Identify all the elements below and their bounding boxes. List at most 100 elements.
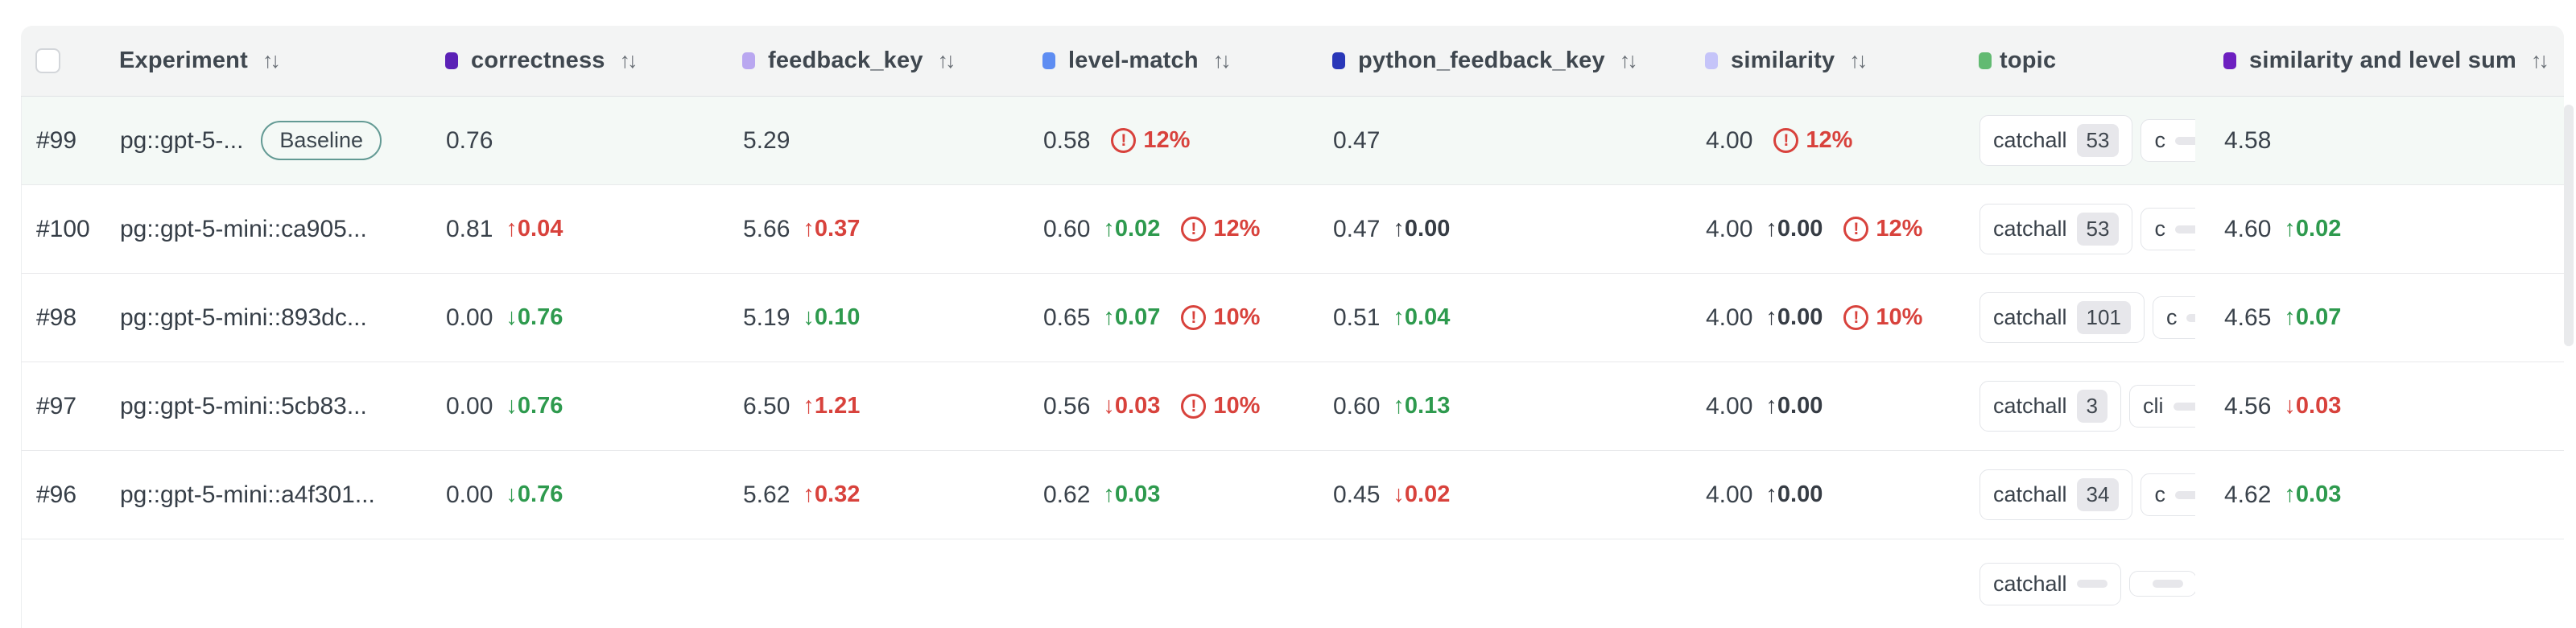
- topic-count: 53: [2076, 213, 2120, 246]
- python-feedback-key-value: 0.47: [1333, 126, 1381, 154]
- similarity-delta: ↑0.00: [1765, 393, 1823, 419]
- level-match-delta: ↑0.03: [1103, 481, 1161, 507]
- topic-count: [2174, 136, 2195, 145]
- sort-icon[interactable]: ↑↓: [262, 48, 281, 72]
- table-row[interactable]: #97 pg::gpt-5-mini::5cb83... 0.00 ↓0.76 …: [21, 362, 2564, 451]
- metric-color-dot-similarity: [1705, 52, 1718, 69]
- level-match-value: 0.65: [1043, 304, 1091, 331]
- topic-label: catchall: [1993, 305, 2067, 329]
- experiment-name[interactable]: pg::gpt-5-mini::5cb83...: [120, 392, 367, 419]
- metric-color-dot-topic: [1979, 52, 1992, 69]
- topic-label: catchall: [1993, 571, 2067, 596]
- select-all-checkbox[interactable]: [35, 48, 60, 73]
- warning-badge: ! 10%: [1181, 304, 1260, 331]
- similarity-value: 4.00: [1706, 126, 1753, 154]
- level-match-value: 0.56: [1043, 392, 1091, 419]
- warning-percent: 10%: [1213, 304, 1261, 330]
- topic-pill[interactable]: catchall 3: [1979, 381, 2122, 432]
- level-match-delta: ↑0.07: [1103, 304, 1161, 330]
- topic-pill[interactable]: c: [2140, 119, 2195, 162]
- table-row[interactable]: #98 pg::gpt-5-mini::893dc... 0.00 ↓0.76 …: [21, 274, 2564, 362]
- topic-pill[interactable]: catchall 53: [1979, 115, 2133, 166]
- experiment-name[interactable]: pg::gpt-5-...: [120, 126, 244, 154]
- python-feedback-key-delta: ↑0.00: [1393, 216, 1451, 242]
- topic-pill[interactable]: c: [2140, 473, 2195, 516]
- warning-percent: 12%: [1806, 127, 1853, 153]
- warning-percent: 12%: [1213, 216, 1261, 242]
- similarity-level-sum-delta: ↓0.03: [2284, 393, 2342, 419]
- table-row[interactable]: #99 pg::gpt-5-... Baseline 0.76 5.29 0.5…: [21, 97, 2564, 185]
- warning-percent: 10%: [1876, 304, 1923, 330]
- similarity-level-sum-value: 4.58: [2224, 126, 2272, 154]
- experiment-name[interactable]: pg::gpt-5-mini::a4f301...: [120, 481, 375, 508]
- level-match-delta: ↓0.03: [1103, 393, 1161, 419]
- sort-icon[interactable]: ↑↓: [1849, 48, 1868, 72]
- topic-pill[interactable]: c: [2152, 296, 2195, 339]
- warning-badge: ! 12%: [1181, 216, 1260, 242]
- baseline-badge[interactable]: Baseline: [261, 121, 382, 160]
- feedback-key-delta: ↑0.37: [803, 216, 861, 242]
- metric-color-dot-python-feedback-key: [1332, 52, 1345, 69]
- sort-icon[interactable]: ↑↓: [619, 48, 638, 72]
- similarity-delta: ↑0.00: [1765, 304, 1823, 330]
- level-match-value: 0.60: [1043, 215, 1091, 242]
- table-row[interactable]: catchall: [21, 539, 2564, 628]
- correctness-delta: ↓0.76: [506, 304, 564, 330]
- warning-icon: !: [1843, 217, 1869, 242]
- similarity-value: 4.00: [1706, 304, 1753, 331]
- topic-count: [2186, 313, 2195, 322]
- table-row[interactable]: #96 pg::gpt-5-mini::a4f301... 0.00 ↓0.76…: [21, 451, 2564, 539]
- sort-icon[interactable]: ↑↓: [2531, 48, 2549, 72]
- warning-percent: 12%: [1876, 216, 1923, 242]
- topic-pill[interactable]: catchall 53: [1979, 204, 2133, 254]
- experiment-name[interactable]: pg::gpt-5-mini::ca905...: [120, 215, 367, 242]
- topic-label: catchall: [1993, 394, 2067, 418]
- level-match-delta: ↑0.02: [1103, 216, 1161, 242]
- topic-count: [2174, 225, 2195, 233]
- topic-count: 53: [2076, 124, 2120, 157]
- topic-label: catchall: [1993, 128, 2067, 152]
- experiment-name[interactable]: pg::gpt-5-mini::893dc...: [120, 304, 367, 331]
- metric-color-dot-feedback-key: [742, 52, 755, 69]
- column-header-feedback-key: feedback_key: [768, 48, 923, 73]
- row-id: #96: [36, 481, 77, 508]
- topic-count: [2173, 402, 2195, 411]
- python-feedback-key-delta: ↑0.04: [1393, 304, 1451, 330]
- experiments-table: Experiment ↑↓ correctness ↑↓ feedback_ke…: [21, 26, 2564, 628]
- sort-icon[interactable]: ↑↓: [1619, 48, 1638, 72]
- topic-label: c: [2154, 217, 2165, 241]
- feedback-key-value: 5.19: [743, 304, 791, 331]
- warning-icon: !: [1181, 217, 1207, 242]
- python-feedback-key-delta: ↑0.13: [1393, 393, 1451, 419]
- similarity-delta: ↑0.00: [1765, 216, 1823, 242]
- correctness-value: 0.00: [446, 392, 493, 419]
- topic-count: 101: [2076, 301, 2131, 334]
- sort-icon[interactable]: ↑↓: [1212, 48, 1232, 72]
- similarity-level-sum-value: 4.62: [2224, 481, 2272, 508]
- vertical-scrollbar[interactable]: [2564, 105, 2574, 346]
- sort-icon[interactable]: ↑↓: [937, 48, 956, 72]
- topic-count: 34: [2076, 478, 2120, 511]
- topic-pill[interactable]: catchall: [1979, 562, 2121, 605]
- topic-pill[interactable]: catchall 101: [1979, 292, 2145, 343]
- feedback-key-value: 6.50: [743, 392, 791, 419]
- similarity-level-sum-delta: ↑0.07: [2284, 304, 2342, 330]
- metric-color-dot-correctness: [445, 52, 458, 69]
- topic-pill[interactable]: cli: [2129, 385, 2195, 428]
- metric-color-dot-level-match: [1042, 52, 1055, 69]
- column-header-similarity-level-sum: similarity and level sum: [2249, 48, 2516, 73]
- topic-pill[interactable]: c: [2140, 208, 2195, 250]
- correctness-delta: ↑0.04: [506, 216, 564, 242]
- feedback-key-delta: ↑0.32: [803, 481, 861, 507]
- correctness-delta: ↓0.76: [506, 481, 564, 507]
- topic-pill[interactable]: catchall 34: [1979, 469, 2133, 520]
- similarity-level-sum-delta: ↑0.02: [2284, 216, 2342, 242]
- similarity-level-sum-value: 4.56: [2224, 392, 2272, 419]
- topic-label: c: [2165, 305, 2178, 329]
- topic-count: [2174, 490, 2195, 499]
- table-row[interactable]: #100 pg::gpt-5-mini::ca905... 0.81 ↑0.04…: [21, 185, 2564, 274]
- warning-icon: !: [1773, 128, 1799, 153]
- python-feedback-key-delta: ↓0.02: [1393, 481, 1451, 507]
- warning-percent: 12%: [1143, 127, 1191, 153]
- similarity-delta: ↑0.00: [1765, 481, 1823, 507]
